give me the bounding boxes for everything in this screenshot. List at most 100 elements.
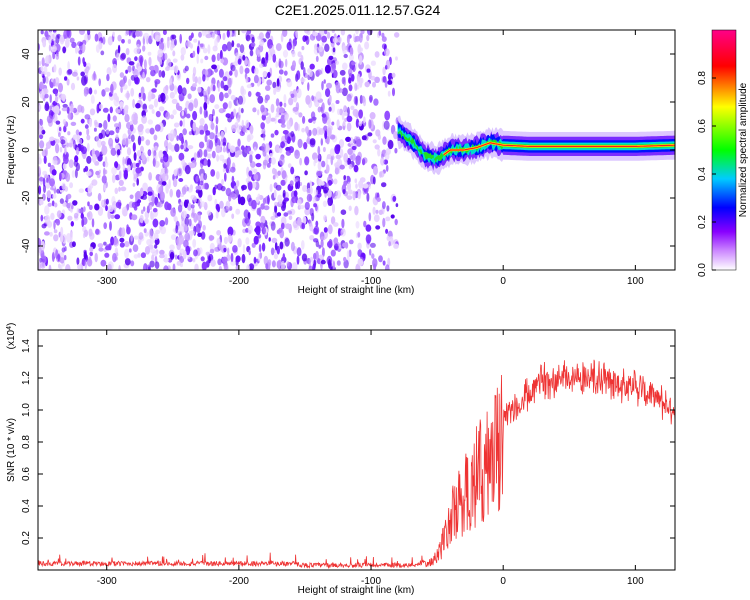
noise-blob [249,124,254,135]
noise-blob [323,79,326,84]
noise-blob [142,265,146,270]
noise-blob [53,64,57,73]
noise-blob [246,264,250,270]
noise-blob [180,47,186,56]
noise-blob [53,229,58,234]
noise-blob [301,222,306,230]
noise-blob [367,132,373,137]
noise-blob [248,249,251,256]
noise-blob [59,257,65,264]
noise-blob [255,153,261,160]
noise-blob [375,209,379,214]
noise-blob [179,33,182,44]
noise-blob [137,124,143,133]
noise-blob [282,49,289,58]
noise-blob [134,56,138,62]
noise-blob [89,118,92,128]
noise-blob [382,201,386,210]
noise-blob [120,86,123,93]
noise-blob [59,146,63,153]
noise-blob [312,31,319,37]
noise-blob [208,113,213,122]
noise-blob [234,122,239,129]
noise-blob [86,155,92,164]
noise-blob [49,231,53,237]
noise-blob [279,241,284,250]
noise-blob [246,84,252,89]
noise-blob [392,195,397,202]
noise-blob [302,115,306,124]
noise-blob [342,189,346,195]
noise-blob [124,113,130,123]
x-tick-label: -300 [97,276,117,287]
noise-blob [143,228,147,234]
noise-blob [215,145,221,154]
noise-blob [43,184,46,194]
noise-blob [64,246,67,252]
noise-blob [90,94,95,104]
noise-blob [181,186,187,195]
noise-blob [59,198,64,204]
noise-blob [382,217,386,228]
noise-blob [153,150,157,156]
noise-blob [258,76,262,85]
noise-blob [139,56,143,67]
noise-blob [309,223,314,232]
noise-blob [149,205,152,210]
noise-blob [297,51,302,58]
noise-blob [180,54,185,61]
noise-blob [341,87,348,97]
noise-blob [270,221,276,231]
noise-blob [100,37,103,44]
noise-blob [248,263,255,270]
noise-blob [315,70,320,77]
y-axis-label: Frequency (Hz) [6,116,17,185]
noise-blob [211,150,216,159]
noise-blob [111,167,117,175]
noise-blob [59,34,65,45]
noise-blob [214,30,220,35]
noise-blob [309,138,316,146]
noise-blob [291,262,298,270]
noise-blob [97,243,104,248]
noise-blob [372,176,376,185]
noise-blob [381,43,387,50]
noise-blob [138,92,142,98]
noise-blob [257,109,260,116]
noise-blob [138,30,143,37]
noise-blob [346,250,350,259]
noise-blob [384,152,390,161]
noise-blob [313,225,320,235]
noise-blob [187,93,192,100]
noise-blob [92,153,97,163]
noise-blob [210,122,215,131]
noise-blob [95,135,99,142]
snr-x-tick-label: -100 [361,576,381,587]
noise-blob [66,193,72,200]
noise-blob [346,106,350,117]
noise-blob [65,172,71,182]
noise-blob [186,186,190,192]
noise-blob [318,244,322,249]
noise-blob [164,217,169,226]
noise-blob [363,220,367,228]
noise-blob [276,78,280,87]
noise-blob [196,151,201,158]
noise-blob [47,202,52,207]
noise-blob [282,193,286,198]
noise-blob [178,152,185,161]
noise-blob [353,164,359,173]
noise-blob [215,203,220,211]
noise-blob [161,181,167,186]
noise-blob [104,87,110,92]
noise-blob [145,77,151,83]
noise-blob [206,97,210,105]
noise-blob [192,83,197,88]
noise-blob [83,229,88,237]
noise-blob [181,138,184,145]
noise-blob [342,242,348,248]
noise-blob [183,239,189,248]
noise-blob [246,194,252,203]
noise-blob [78,50,83,55]
noise-blob [279,156,285,166]
